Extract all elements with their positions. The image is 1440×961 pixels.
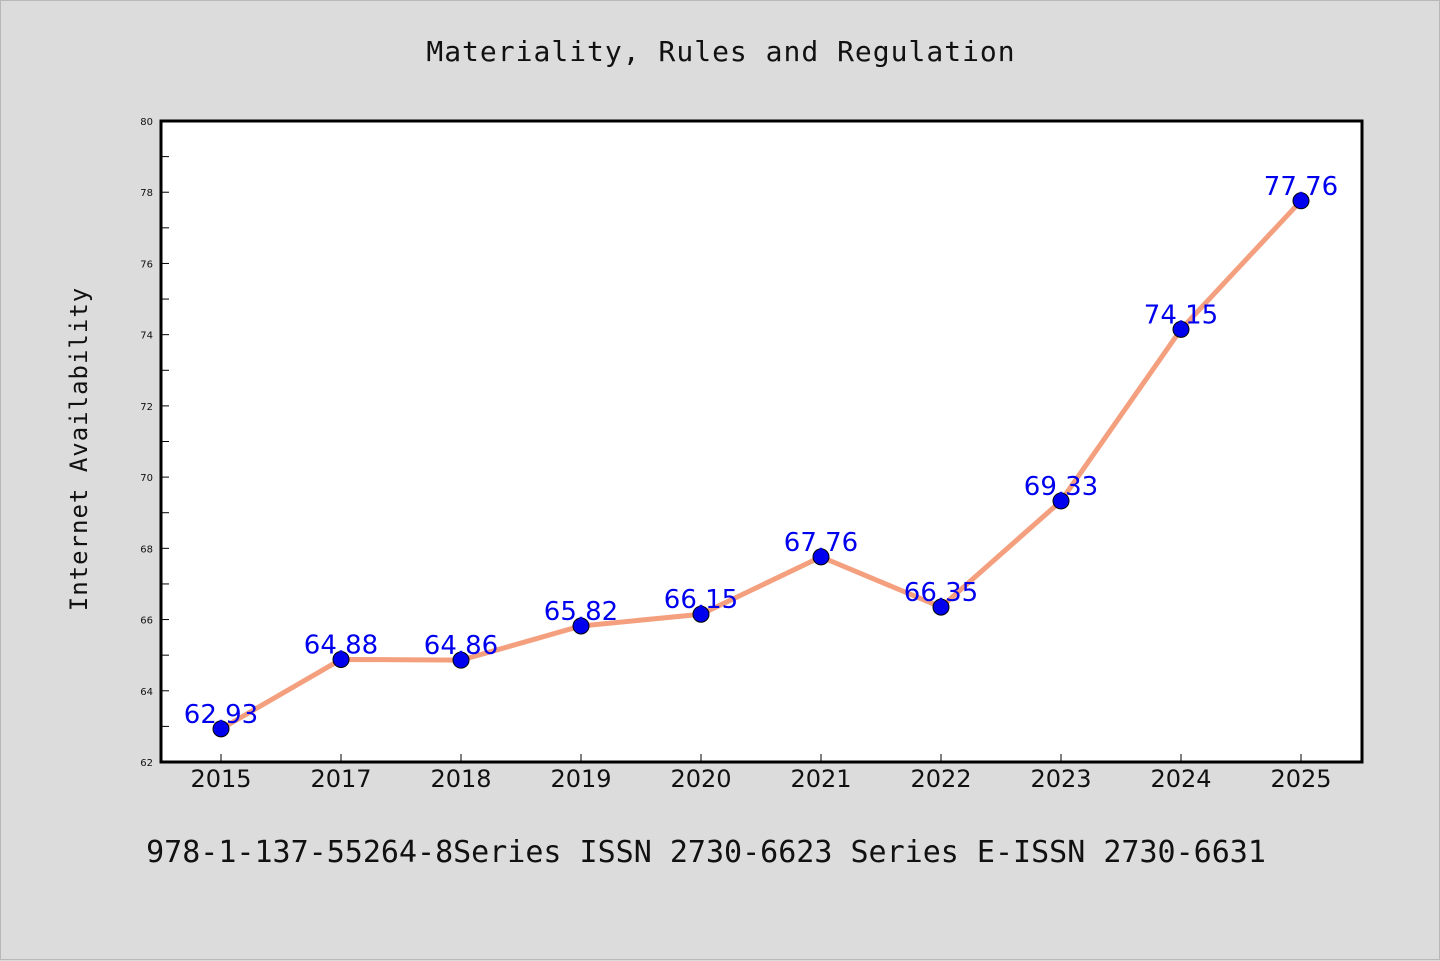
y-tick-label: 66 — [140, 616, 153, 627]
y-tick-label: 68 — [140, 544, 153, 555]
chart-title: Materiality, Rules and Regulation — [426, 35, 1016, 68]
y-tick-label: 70 — [140, 473, 153, 484]
x-tick-label: 2021 — [790, 765, 851, 793]
y-axis-label: Internet Availability — [65, 287, 93, 611]
x-tick-label: 2022 — [910, 765, 971, 793]
data-label: 77.76 — [1264, 172, 1338, 202]
data-label: 74.15 — [1144, 300, 1218, 330]
data-point — [212, 720, 230, 738]
data-label: 67.76 — [784, 528, 858, 558]
data-label: 65.82 — [544, 597, 618, 627]
data-point — [1052, 492, 1070, 510]
x-tick-label: 2018 — [430, 765, 491, 793]
y-tick-label: 72 — [140, 402, 153, 413]
y-tick-label: 62 — [140, 758, 153, 769]
data-point — [812, 548, 830, 566]
x-tick-label: 2020 — [670, 765, 731, 793]
data-labels: 62.93 64.88 64.86 65.82 66.15 67.76 66.35 69.33… — [184, 172, 1338, 730]
y-tick-label: 64 — [140, 687, 153, 698]
x-tick-label: 2015 — [190, 765, 251, 793]
x-tick-label: 2024 — [1150, 765, 1211, 793]
data-point — [1292, 192, 1310, 210]
x-tick-label: 2017 — [310, 765, 371, 793]
data-label: 62.93 — [184, 700, 258, 730]
x-tick-label: 2023 — [1030, 765, 1091, 793]
data-point — [572, 617, 590, 635]
x-axis-ticks: 2015 2017 2018 2019 2020 2021 2022 2023 2024 2025 — [190, 754, 1332, 793]
data-label: 64.86 — [424, 631, 498, 661]
data-point — [692, 605, 710, 623]
series-line — [218, 198, 1304, 732]
y-tick-label: 76 — [140, 259, 153, 270]
data-label: 66.15 — [664, 585, 738, 615]
data-points — [212, 192, 1310, 738]
data-point — [1172, 320, 1190, 338]
data-point — [332, 650, 350, 668]
y-axis-ticks: 62 64 66 68 70 72 74 76 78 80 — [140, 117, 169, 769]
plot-area — [159, 119, 1364, 764]
data-label: 69.33 — [1024, 472, 1098, 502]
data-point — [932, 598, 950, 616]
data-point — [452, 651, 470, 669]
data-label: 66.35 — [904, 578, 978, 608]
y-tick-label: 74 — [140, 331, 153, 342]
x-tick-label: 2019 — [550, 765, 611, 793]
x-tick-label: 2025 — [1270, 765, 1331, 793]
book-series-caption: 978-1-137-55264-8Series ISSN 2730-6623 S… — [146, 835, 1266, 870]
data-label: 64.88 — [304, 630, 378, 660]
y-tick-label: 78 — [140, 188, 153, 199]
y-tick-label: 80 — [140, 117, 153, 128]
